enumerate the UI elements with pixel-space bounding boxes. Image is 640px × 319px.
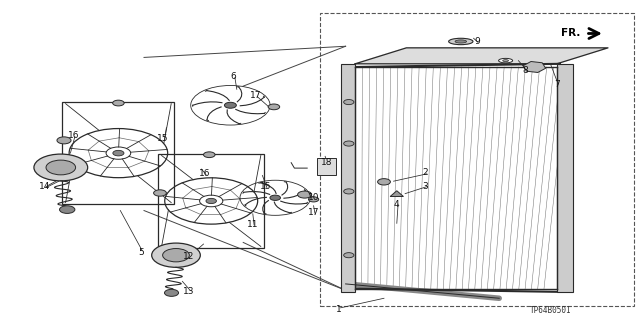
Circle shape: [163, 249, 189, 262]
Text: 16: 16: [199, 169, 211, 178]
Circle shape: [378, 179, 390, 185]
Text: 12: 12: [183, 252, 195, 261]
Text: 13: 13: [183, 287, 195, 296]
Bar: [317, 158, 336, 175]
Text: 17: 17: [308, 208, 319, 217]
Text: 14: 14: [39, 182, 51, 191]
Ellipse shape: [455, 40, 467, 43]
Text: 15: 15: [260, 182, 271, 191]
Bar: [159, 154, 264, 248]
Circle shape: [204, 152, 215, 158]
Text: 4: 4: [394, 200, 399, 209]
Text: 9: 9: [474, 37, 479, 46]
Text: 2: 2: [423, 168, 428, 177]
Circle shape: [206, 198, 216, 204]
Bar: [557, 64, 573, 292]
Circle shape: [164, 289, 179, 296]
Ellipse shape: [449, 38, 473, 45]
Circle shape: [46, 160, 76, 175]
Circle shape: [113, 150, 124, 156]
Text: 15: 15: [157, 134, 169, 143]
Text: 17: 17: [250, 91, 262, 100]
Text: 11: 11: [247, 220, 259, 229]
Text: TP64B0501: TP64B0501: [529, 306, 572, 315]
Text: 7: 7: [554, 80, 559, 89]
Circle shape: [344, 100, 354, 105]
Circle shape: [154, 190, 166, 196]
Text: 16: 16: [68, 131, 79, 140]
Circle shape: [225, 102, 236, 108]
Circle shape: [298, 191, 312, 198]
Text: 6: 6: [231, 72, 236, 81]
Circle shape: [270, 195, 280, 200]
Text: 3: 3: [423, 182, 428, 191]
Circle shape: [34, 154, 88, 181]
Circle shape: [344, 141, 354, 146]
Text: 18: 18: [321, 158, 332, 167]
Text: 10: 10: [308, 193, 319, 202]
Circle shape: [344, 253, 354, 258]
Circle shape: [60, 206, 75, 213]
Circle shape: [57, 137, 71, 144]
Bar: [63, 102, 174, 204]
Bar: [320, 13, 634, 306]
Circle shape: [344, 189, 354, 194]
Polygon shape: [355, 48, 608, 64]
Text: 8: 8: [522, 66, 527, 75]
Text: 1: 1: [337, 305, 342, 314]
Circle shape: [268, 104, 280, 110]
Text: FR.: FR.: [561, 28, 580, 39]
Bar: [341, 64, 355, 292]
Text: 5: 5: [138, 248, 143, 256]
Ellipse shape: [499, 58, 513, 63]
Ellipse shape: [503, 60, 509, 62]
Circle shape: [152, 243, 200, 267]
Circle shape: [113, 100, 124, 106]
Circle shape: [308, 197, 319, 202]
